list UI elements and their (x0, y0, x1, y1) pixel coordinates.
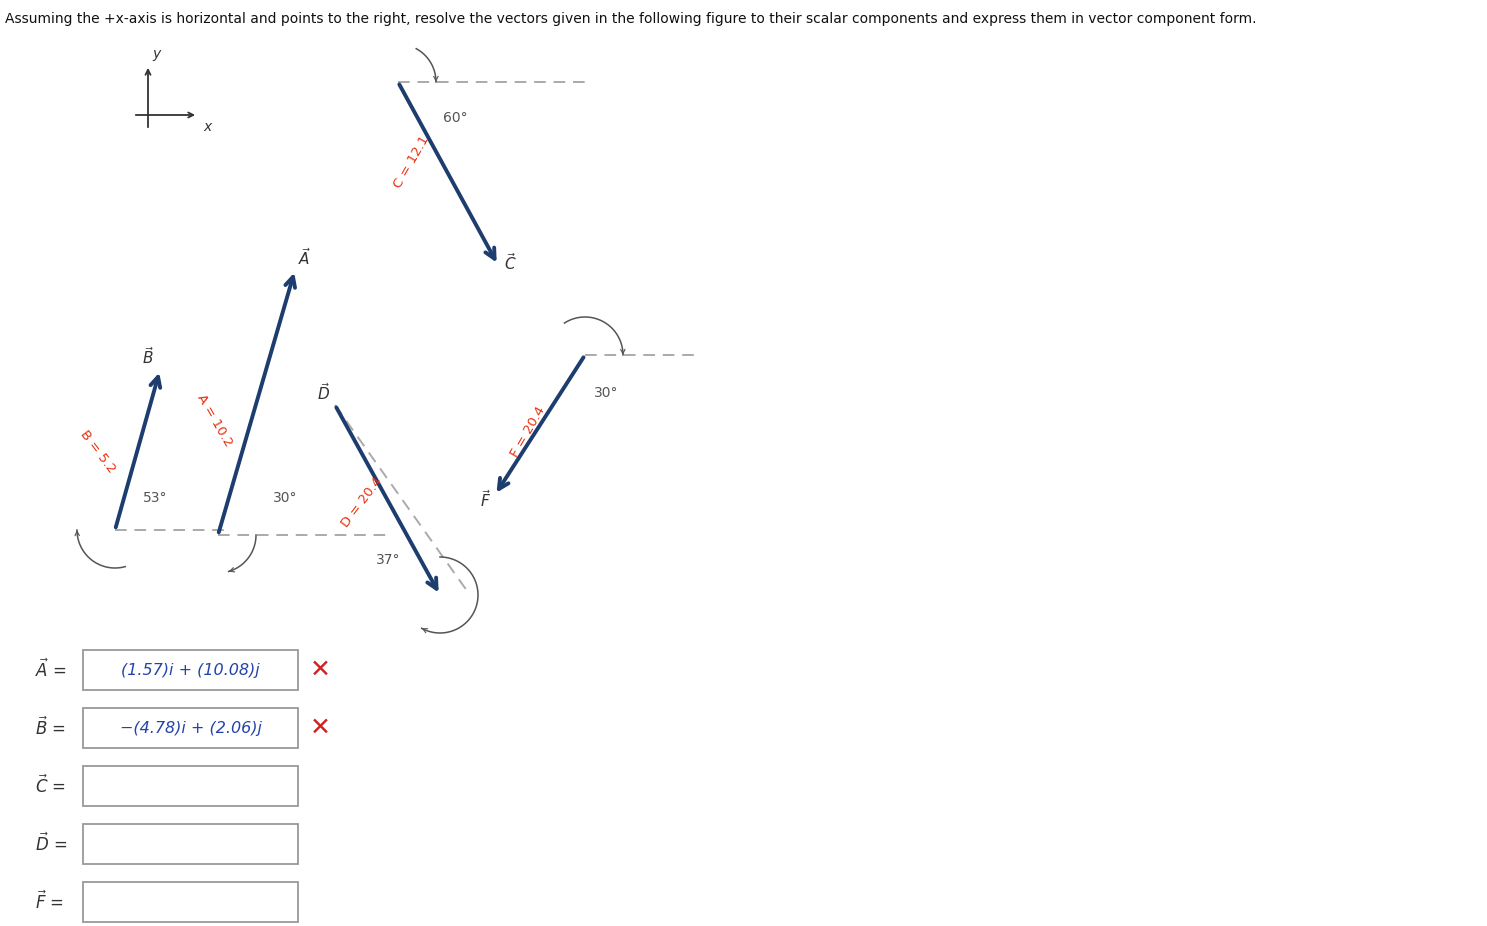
Text: $\vec{B}$ =: $\vec{B}$ = (36, 717, 65, 739)
Text: 60°: 60° (443, 111, 467, 125)
FancyBboxPatch shape (83, 708, 297, 748)
Text: B = 5.2: B = 5.2 (77, 428, 117, 476)
Text: $\vec{C}$ =: $\vec{C}$ = (36, 775, 65, 797)
FancyBboxPatch shape (83, 882, 297, 922)
Text: $\vec{B}$: $\vec{B}$ (141, 346, 155, 368)
Text: $\vec{A}$: $\vec{A}$ (299, 247, 312, 269)
FancyBboxPatch shape (83, 824, 297, 864)
Text: 37°: 37° (376, 553, 400, 567)
Text: $\vec{C}$: $\vec{C}$ (504, 253, 516, 273)
Text: $\vec{F}$: $\vec{F}$ (479, 490, 491, 510)
Text: $x$: $x$ (204, 120, 214, 134)
FancyBboxPatch shape (83, 766, 297, 806)
Text: $\vec{D}$ =: $\vec{D}$ = (36, 832, 67, 856)
FancyBboxPatch shape (83, 650, 297, 690)
Text: C = 12.1: C = 12.1 (391, 133, 433, 191)
Text: $\vec{A}$ =: $\vec{A}$ = (36, 658, 67, 682)
Text: ✕: ✕ (309, 658, 332, 682)
Text: $\vec{F}$ =: $\vec{F}$ = (36, 891, 64, 913)
Text: $\vec{D}$: $\vec{D}$ (318, 382, 330, 404)
Text: 30°: 30° (272, 491, 297, 505)
Text: Assuming the +x-axis is horizontal and points to the right, resolve the vectors : Assuming the +x-axis is horizontal and p… (4, 12, 1257, 26)
Text: A = 10.2: A = 10.2 (195, 392, 235, 448)
Text: F = 20.4: F = 20.4 (509, 405, 547, 459)
Text: −(4.78)i + (2.06)j: −(4.78)i + (2.06)j (119, 720, 262, 735)
Text: D = 20.4: D = 20.4 (339, 474, 385, 530)
Text: (1.57)i + (10.08)j: (1.57)i + (10.08)j (120, 662, 260, 678)
Text: 30°: 30° (593, 386, 619, 400)
Text: ✕: ✕ (309, 716, 332, 740)
Text: $y$: $y$ (152, 48, 162, 63)
Text: 53°: 53° (143, 491, 167, 505)
